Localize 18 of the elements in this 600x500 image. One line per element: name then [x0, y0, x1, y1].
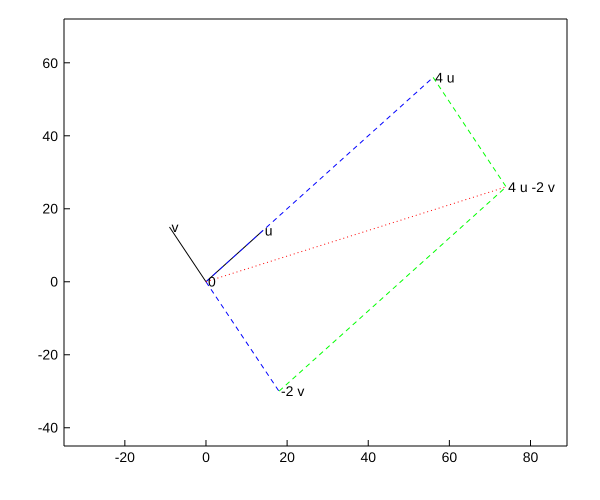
- annotation: 4 u: [435, 69, 455, 86]
- x-tick-label: 0: [202, 448, 210, 465]
- y-tick-label: -40: [38, 420, 58, 436]
- x-tick-label: 80: [522, 448, 538, 465]
- annotation: v: [171, 218, 178, 235]
- x-tick-label: -20: [114, 448, 136, 465]
- annotation: 0: [208, 274, 216, 290]
- annotation: 4 u -2 v: [508, 178, 555, 195]
- x-tick-label: 60: [442, 448, 458, 465]
- y-tick-label: -20: [38, 346, 58, 363]
- annotation: -2 v: [280, 383, 304, 400]
- y-tick-label: 20: [42, 200, 58, 217]
- annotation: u: [264, 222, 273, 239]
- y-tick-label: 40: [42, 128, 58, 144]
- y-tick-label: 60: [42, 54, 58, 71]
- x-tick-label: 20: [279, 448, 296, 465]
- y-tick-label: 0: [50, 274, 58, 290]
- x-tick-label: 40: [360, 448, 376, 465]
